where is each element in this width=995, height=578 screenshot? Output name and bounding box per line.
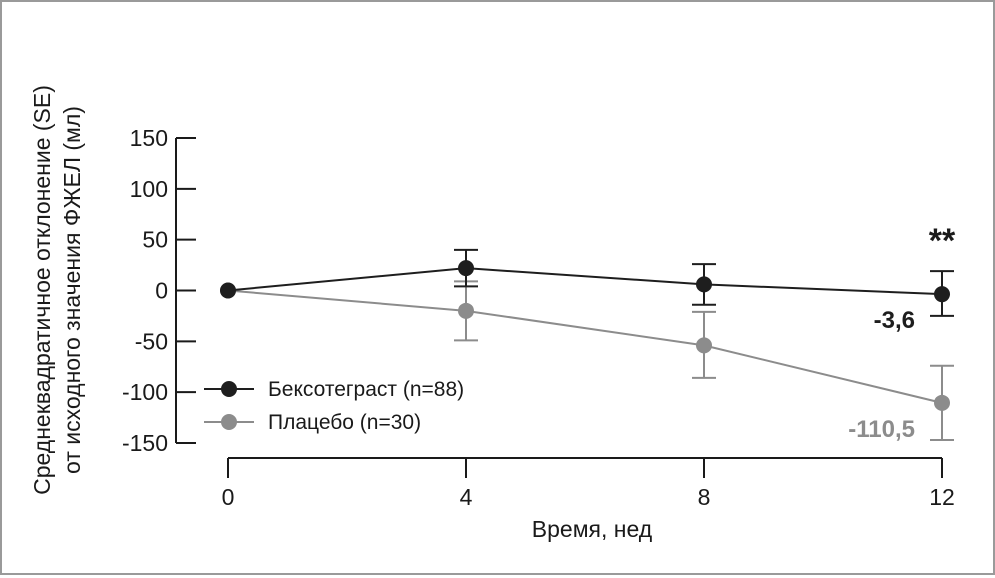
series-line-2 (227, 289, 943, 404)
legend-label-series-2: Плацебо (n=30) (268, 411, 421, 434)
x-tick-label: 8 (698, 484, 711, 510)
tick-labels: 150 100 50 0 -50 -100 -150 0 4 8 12 (122, 125, 955, 510)
y-tick-label: -50 (135, 328, 168, 354)
data-point-series-2 (934, 394, 950, 411)
y-tick-label: 50 (142, 227, 168, 253)
x-tick-label: 4 (460, 484, 473, 510)
y-tick-label: -150 (122, 430, 168, 456)
data-point-series-1 (934, 286, 950, 303)
y-axis-title-line2: от исходного значения ФЖЕЛ (мл) (59, 106, 85, 474)
significance-mark: ** (929, 222, 956, 260)
y-tick-label: 150 (130, 125, 168, 151)
legend: Бексотеграст (n=88) Плацебо (n=30) (204, 378, 464, 434)
data-point-series-1 (220, 282, 236, 299)
axes (175, 137, 943, 478)
series-1 (220, 248, 954, 317)
y-tick-label: -100 (122, 379, 168, 405)
x-tick-label: 0 (222, 484, 235, 510)
y-tick-label: 100 (130, 176, 168, 202)
legend-label-series-1: Бексотеграст (n=88) (268, 378, 464, 401)
legend-marker-series-2 (221, 414, 237, 430)
series-line-1 (227, 267, 943, 296)
y-tick-label: 0 (155, 278, 168, 304)
legend-marker-series-1 (221, 381, 237, 397)
end-label-series-2: -110,5 (848, 416, 915, 443)
data-point-series-1 (458, 260, 474, 277)
data-point-series-1 (696, 276, 712, 293)
y-axis-title-line1: Среднеквадратичное отклонение (SE) (29, 85, 55, 495)
x-axis-title: Время, нед (532, 516, 653, 542)
x-tick-label: 12 (929, 484, 955, 510)
data-point-series-2 (696, 337, 712, 354)
data-point-series-2 (458, 302, 474, 319)
end-label-series-1: -3,6 (874, 307, 915, 334)
series-layer (220, 248, 954, 441)
